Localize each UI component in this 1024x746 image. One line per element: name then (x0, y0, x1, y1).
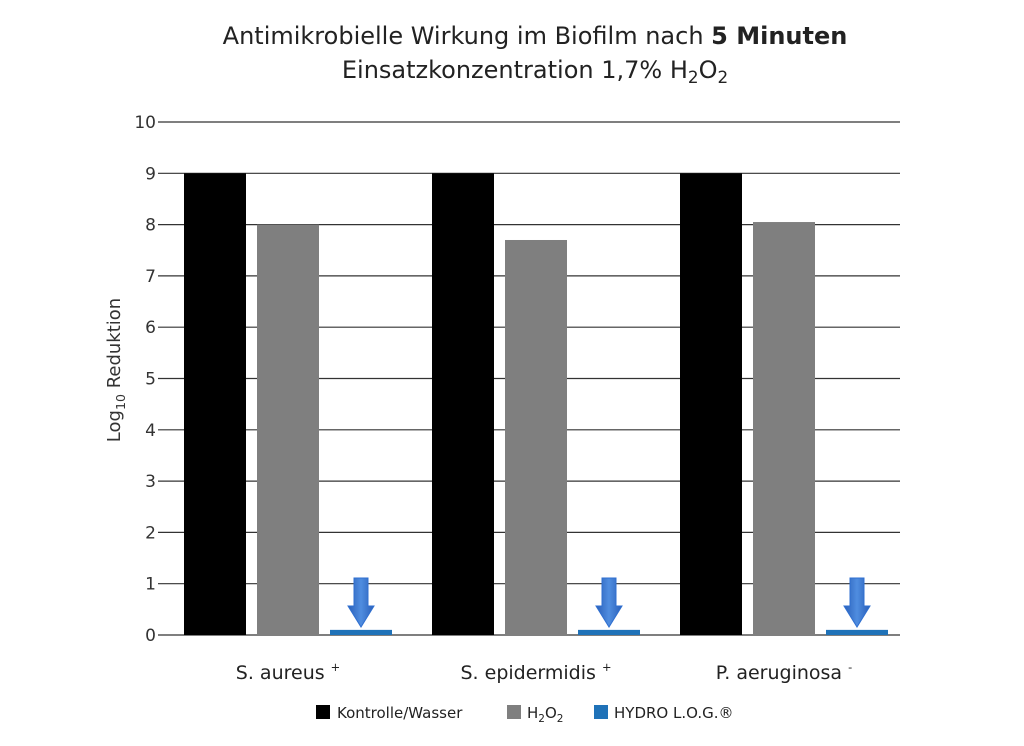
down-arrow-icon (347, 577, 375, 628)
bars (184, 173, 888, 636)
down-arrow-icon (595, 577, 623, 628)
y-tick-label: 10 (134, 113, 156, 133)
category-label: S. aureus + (236, 660, 340, 684)
y-tick-label: 9 (145, 164, 156, 184)
legend-swatch-h2o2 (507, 705, 521, 719)
bar (184, 173, 246, 636)
legend-label-h2o2: H2O2 (527, 704, 563, 725)
chart-title-emphasis: 5 Minuten (711, 22, 847, 50)
bar (432, 173, 494, 636)
bar (826, 629, 888, 635)
bar (505, 239, 567, 636)
y-tick-label: 6 (145, 318, 156, 338)
y-tick-label: 3 (145, 472, 156, 492)
legend: Kontrolle/Wasser H2O2 HYDRO L.O.G.® (316, 704, 733, 725)
y-tick-label: 7 (145, 267, 156, 287)
down-arrow-icon (843, 577, 871, 628)
y-tick-label: 4 (145, 421, 156, 441)
bar (578, 629, 640, 635)
y-tick-label: 1 (145, 575, 156, 595)
legend-label-kontrolle: Kontrolle/Wasser (337, 704, 463, 722)
y-axis-label: Log10 Reduktion (104, 298, 128, 442)
y-tick-label: 2 (145, 523, 156, 543)
legend-swatch-hydro-log (594, 705, 608, 719)
category-labels: S. aureus + S. epidermidis + P. aeruginosa… (236, 660, 852, 684)
chart-title-line2: Einsatzkonzentration 1,7% H2O2 (342, 56, 728, 87)
category-label: P. aeruginosa - (716, 660, 852, 684)
arrows (347, 577, 871, 628)
y-tick-label: 0 (145, 626, 156, 646)
bar (257, 224, 319, 635)
y-tick-label: 8 (145, 216, 156, 236)
category-label: S. epidermidis + (460, 660, 611, 684)
bar (753, 222, 815, 635)
legend-label-hydro-log: HYDRO L.O.G.® (614, 704, 733, 722)
chart-title-line1: Antimikrobielle Wirkung im Biofilm nach … (223, 22, 848, 50)
y-tick-labels: 0 1 2 3 4 5 6 7 8 9 10 (134, 113, 156, 646)
bar (330, 629, 392, 635)
y-tick-label: 5 (145, 370, 156, 390)
bar (680, 173, 742, 636)
legend-swatch-kontrolle (316, 705, 330, 719)
